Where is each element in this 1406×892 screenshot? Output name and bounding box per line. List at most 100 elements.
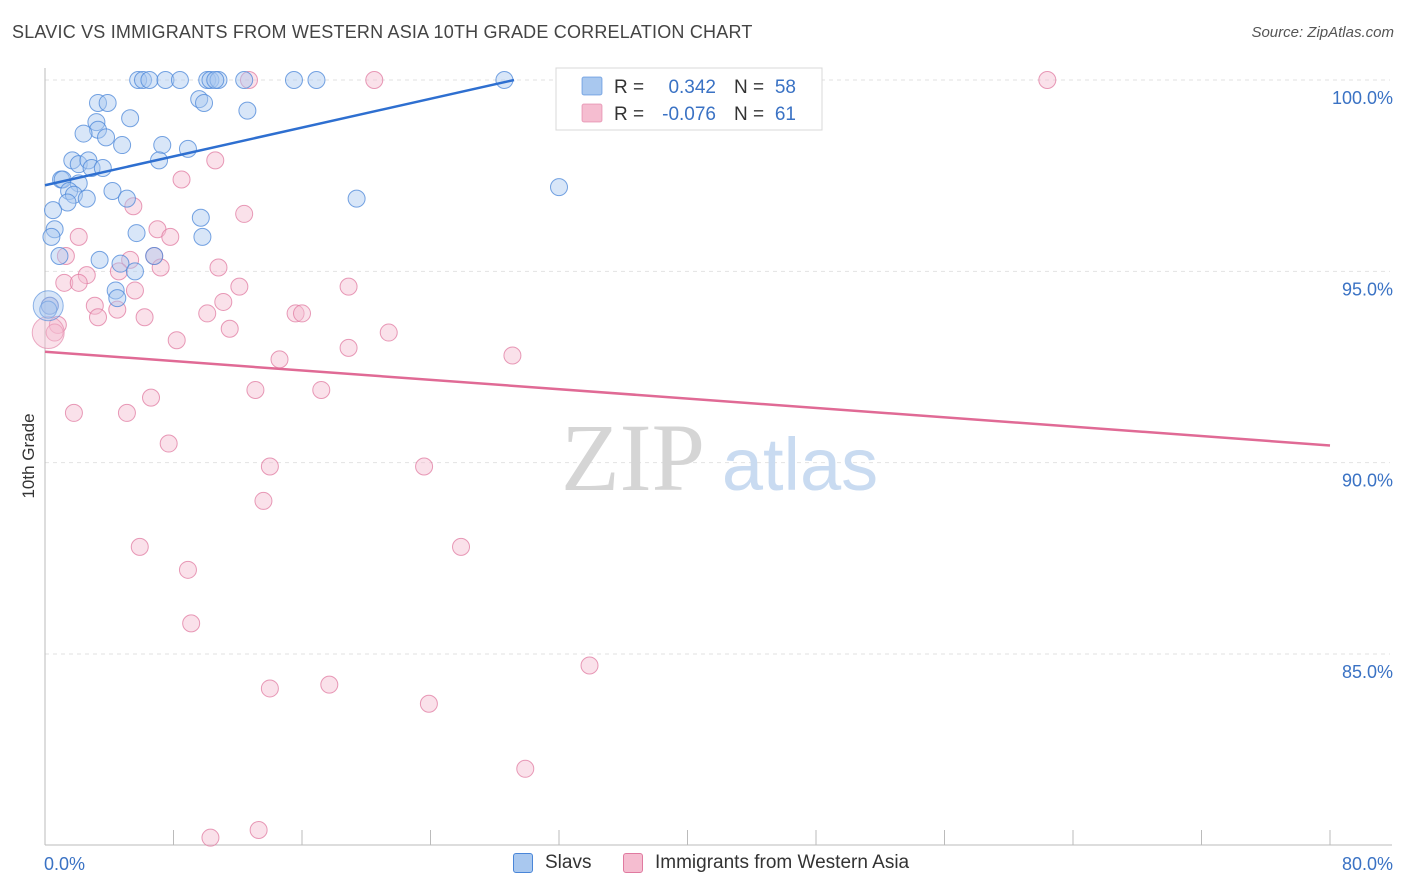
point-immigrants bbox=[452, 537, 471, 556]
point-immigrants bbox=[55, 273, 74, 292]
point-immigrants bbox=[182, 614, 201, 633]
x-tick-label: 0.0% bbox=[44, 854, 85, 874]
legend-label-slavs: Slavs bbox=[545, 852, 592, 873]
legend-n-value-immigrants: 61 bbox=[775, 104, 796, 125]
legend-item-slavs: Slavs bbox=[513, 852, 591, 874]
tick-labels: 100.0% 95.0% 90.0% 85.0% 0.0% 80.0% bbox=[44, 88, 1393, 874]
x-tick-label: 80.0% bbox=[1342, 854, 1393, 874]
point-slavs bbox=[74, 124, 93, 143]
point-immigrants bbox=[209, 258, 228, 277]
point-immigrants bbox=[201, 828, 220, 847]
point-slavs bbox=[284, 71, 303, 89]
point-slavs bbox=[111, 254, 130, 273]
trend-line-slavs bbox=[44, 78, 515, 187]
legend-swatch-immigrants-bottom bbox=[623, 853, 643, 873]
point-immigrants bbox=[69, 273, 88, 292]
point-slavs bbox=[44, 201, 63, 220]
point-slavs bbox=[133, 71, 152, 89]
point-immigrants bbox=[415, 457, 434, 476]
point-immigrants bbox=[260, 457, 279, 476]
point-immigrants bbox=[121, 250, 140, 269]
point-immigrants bbox=[206, 151, 225, 170]
legend-r-label-slavs: R = bbox=[614, 77, 644, 98]
point-slavs bbox=[235, 71, 254, 89]
point-immigrants bbox=[172, 170, 191, 189]
axes bbox=[44, 68, 1392, 846]
point-immigrants bbox=[64, 403, 83, 422]
point-immigrants bbox=[235, 204, 254, 223]
point-immigrants bbox=[117, 403, 136, 422]
point-slavs bbox=[127, 224, 146, 243]
legend-n-value-slavs: 58 bbox=[775, 77, 796, 98]
point-slavs bbox=[87, 113, 106, 132]
point-slavs bbox=[550, 178, 568, 197]
legend-swatch-slavs-bottom bbox=[513, 853, 533, 873]
point-immigrants bbox=[56, 247, 75, 266]
y-axis-title: 10th Grade bbox=[19, 413, 38, 498]
point-slavs bbox=[103, 181, 122, 200]
point-slavs bbox=[97, 128, 116, 147]
chart-title: SLAVIC VS IMMIGRANTS FROM WESTERN ASIA 1… bbox=[12, 22, 753, 42]
point-immigrants bbox=[293, 304, 311, 323]
point-slavs bbox=[191, 208, 210, 227]
point-immigrants bbox=[339, 277, 358, 296]
point-slavs bbox=[140, 71, 159, 89]
point-immigrants-large bbox=[31, 316, 65, 350]
correlation-legend: R = 0.342 N = 58 R = -0.076 N = 61 bbox=[555, 67, 823, 131]
point-immigrants bbox=[85, 296, 104, 315]
point-immigrants bbox=[239, 71, 258, 89]
bottom-legend: Slavs Immigrants from Western Asia bbox=[0, 852, 1406, 878]
point-slavs bbox=[98, 93, 117, 112]
y-tick-label: 85.0% bbox=[1342, 662, 1393, 682]
point-immigrants bbox=[339, 338, 358, 357]
point-slavs bbox=[39, 300, 58, 319]
legend-r-value-immigrants: -0.076 bbox=[662, 104, 716, 125]
legend-swatch-immigrants bbox=[581, 103, 603, 123]
point-slavs bbox=[106, 281, 125, 300]
trend-lines bbox=[44, 78, 1331, 447]
point-slavs bbox=[193, 227, 212, 246]
watermark: ZIP atlas bbox=[561, 404, 878, 511]
series-immigrants-points bbox=[31, 71, 1057, 847]
point-immigrants bbox=[503, 346, 522, 365]
legend-n-label-slavs: N = bbox=[734, 77, 764, 98]
y-tick-label: 95.0% bbox=[1342, 279, 1393, 299]
point-slavs bbox=[42, 227, 61, 246]
legend-label-immigrants: Immigrants from Western Asia bbox=[655, 852, 910, 873]
point-slavs bbox=[117, 189, 136, 208]
point-immigrants bbox=[246, 380, 265, 399]
trend-line-immigrants bbox=[44, 350, 1331, 447]
source-label: Source: ZipAtlas.com bbox=[1251, 24, 1394, 41]
point-immigrants bbox=[161, 227, 180, 246]
point-immigrants bbox=[220, 319, 239, 338]
point-slavs bbox=[170, 71, 189, 89]
point-immigrants bbox=[516, 759, 535, 778]
point-immigrants bbox=[270, 350, 289, 369]
point-slavs bbox=[108, 289, 127, 308]
point-slavs bbox=[50, 247, 69, 266]
point-immigrants bbox=[198, 304, 217, 323]
point-immigrants bbox=[89, 308, 108, 327]
point-immigrants bbox=[379, 323, 398, 342]
point-slavs bbox=[125, 262, 144, 281]
point-slavs bbox=[195, 93, 214, 112]
point-slavs bbox=[145, 247, 164, 266]
watermark-zip: ZIP bbox=[561, 404, 705, 511]
legend-swatch-slavs bbox=[581, 76, 603, 96]
y-tick-label: 90.0% bbox=[1342, 471, 1393, 491]
point-immigrants bbox=[312, 380, 331, 399]
point-slavs bbox=[89, 93, 108, 112]
point-slavs bbox=[121, 109, 140, 128]
point-immigrants bbox=[125, 281, 144, 300]
point-immigrants bbox=[254, 491, 273, 510]
point-immigrants bbox=[365, 71, 384, 89]
point-immigrants bbox=[320, 675, 339, 694]
point-immigrants bbox=[214, 292, 233, 311]
point-slavs bbox=[153, 136, 172, 155]
legend-item-immigrants: Immigrants from Western Asia bbox=[623, 852, 909, 874]
point-immigrants bbox=[135, 308, 154, 327]
point-immigrants bbox=[286, 304, 305, 323]
point-slavs bbox=[58, 193, 77, 212]
point-slavs bbox=[238, 101, 257, 120]
